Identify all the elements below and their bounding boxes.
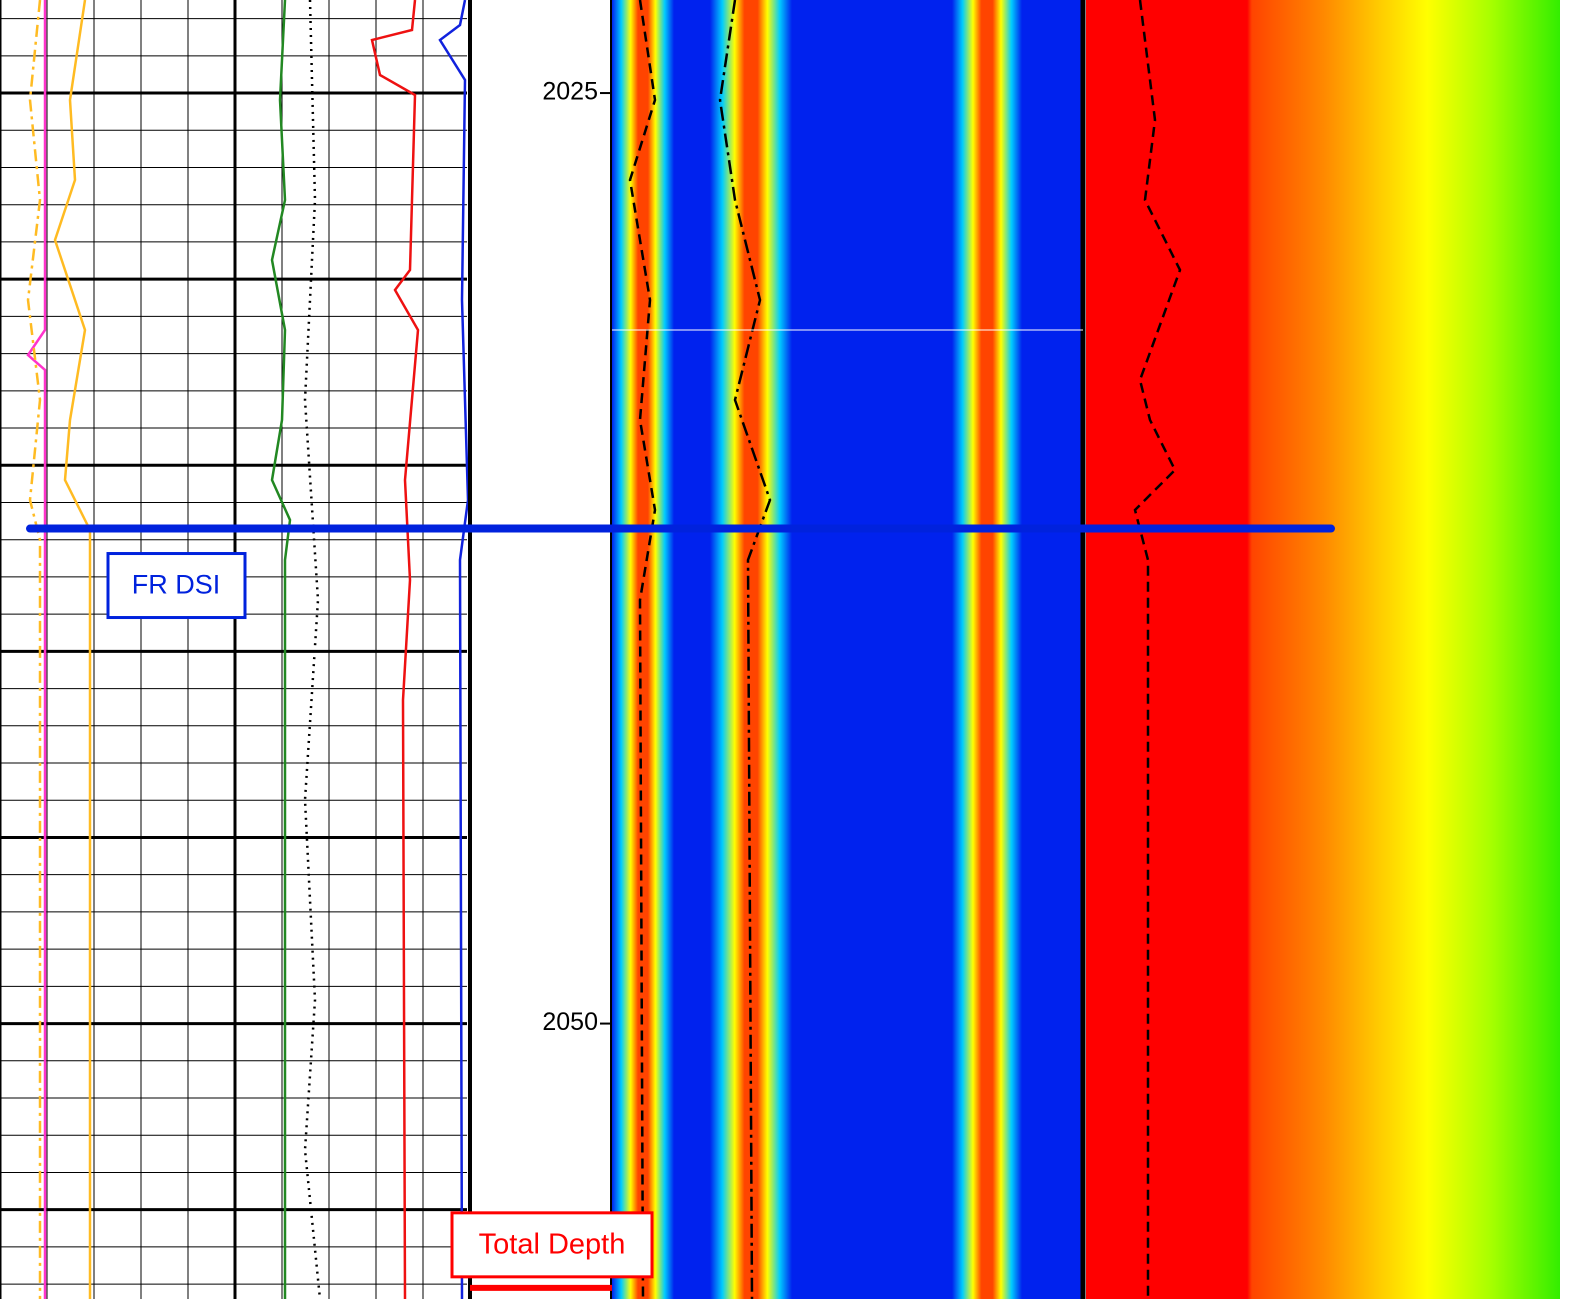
- curve: [370, 0, 420, 1299]
- curve: [718, 0, 772, 1299]
- marker-label: FR DSI: [132, 570, 221, 600]
- curve: [270, 0, 292, 1299]
- curve: [628, 0, 657, 1299]
- curve: [303, 0, 322, 1299]
- curve: [1133, 0, 1182, 1299]
- spectrum-image: [1086, 0, 1560, 1299]
- waveform-band: [710, 0, 792, 1299]
- waveform-band: [952, 0, 1022, 1299]
- curve: [53, 0, 92, 1299]
- curve: [438, 0, 470, 1299]
- depth-label: 2050: [542, 1008, 598, 1036]
- curve: [26, 0, 42, 1299]
- marker-box: [450, 1211, 654, 1279]
- marker-box: [106, 552, 247, 620]
- curve: [26, 0, 47, 1299]
- marker-label: Total Depth: [479, 1228, 626, 1260]
- log-curves: [26, 0, 470, 1299]
- depth-label: 2025: [542, 78, 598, 106]
